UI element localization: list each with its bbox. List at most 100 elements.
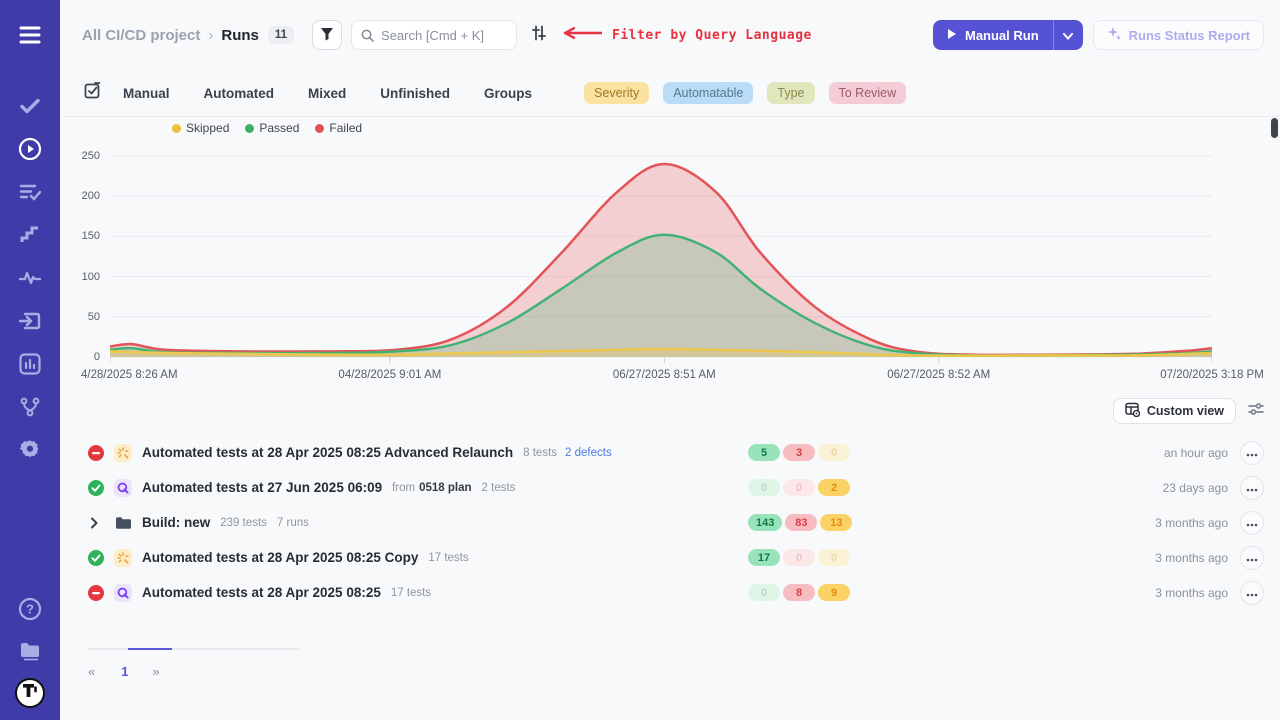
tag-filter-type[interactable]: Type — [767, 82, 815, 104]
run-meta-item: from — [392, 481, 416, 494]
sidebar-item-plans[interactable] — [12, 174, 48, 210]
sidebar-item-shared-steps[interactable] — [12, 217, 48, 253]
workspace-logo[interactable] — [15, 678, 45, 708]
row-menu-button[interactable] — [1240, 475, 1264, 500]
menu-toggle-button[interactable] — [12, 17, 48, 53]
runs-area-chart — [110, 155, 1212, 363]
tab-mixed[interactable]: Mixed — [308, 85, 347, 101]
help-button[interactable]: ? — [12, 591, 48, 627]
annotation: Filter by Query Language — [555, 26, 812, 45]
count-badge-passed: 0 — [748, 584, 780, 601]
manual-run-label: Manual Run — [964, 27, 1039, 43]
filter-button[interactable] — [312, 20, 343, 50]
sidebar-item-milestones[interactable] — [12, 389, 48, 425]
funnel-icon — [320, 27, 334, 44]
defects-link[interactable]: 2 defects — [565, 446, 612, 459]
run-qase-icon — [114, 583, 132, 602]
sidebar-item-runs[interactable] — [12, 131, 48, 167]
table-row[interactable]: Automated tests at 28 Apr 2025 08:25 Adv… — [60, 435, 1280, 470]
manual-run-dropdown-button[interactable] — [1052, 20, 1083, 50]
count-badge-failed: 3 — [783, 444, 815, 461]
run-title[interactable]: Build: new — [142, 515, 211, 530]
row-menu-button[interactable] — [1240, 580, 1264, 605]
run-title[interactable]: Automated tests at 27 Jun 2025 06:09 — [142, 480, 383, 495]
pagination-page-1[interactable]: 1 — [121, 664, 129, 679]
bulk-select-button[interactable] — [84, 82, 101, 104]
row-menu-button[interactable] — [1240, 440, 1264, 465]
tag-filter-automatable[interactable]: Automatable — [663, 82, 754, 104]
count-badge-skipped: 0 — [818, 549, 850, 566]
import-icon — [19, 311, 41, 331]
list-check-icon — [19, 183, 41, 201]
table-row[interactable]: Automated tests at 28 Apr 2025 08:25 Cop… — [60, 540, 1280, 575]
folder-icon — [18, 641, 42, 661]
more-icon — [1246, 515, 1258, 530]
tab-manual[interactable]: Manual — [123, 85, 170, 101]
table-row[interactable]: Automated tests at 27 Jun 2025 06:09 fro… — [60, 470, 1280, 505]
status-failed-icon — [88, 584, 104, 601]
sparkles-icon — [1107, 26, 1122, 44]
tab-groups[interactable]: Groups — [484, 85, 533, 101]
run-result-badges: 17 0 0 — [748, 549, 850, 566]
scrollbar-thumb[interactable] — [1271, 118, 1278, 138]
run-title[interactable]: Automated tests at 28 Apr 2025 08:25 Cop… — [142, 550, 419, 565]
pagination-prev-button[interactable]: « — [88, 664, 96, 679]
more-icon — [1246, 550, 1258, 565]
legend-item-failed[interactable]: Failed — [315, 121, 362, 135]
tag-filter-severity[interactable]: Severity — [584, 82, 650, 104]
sidebar-item-analytics[interactable] — [12, 346, 48, 382]
arrow-left-icon — [555, 26, 603, 45]
legend-item-passed[interactable]: Passed — [245, 121, 299, 135]
tab-unfinished[interactable]: Unfinished — [380, 85, 451, 101]
sidebar-item-imports[interactable] — [12, 303, 48, 339]
sidebar-item-activity[interactable] — [12, 260, 48, 296]
search-input[interactable] — [381, 27, 508, 43]
query-filter-button[interactable] — [531, 25, 547, 46]
x-axis-tick: 06/27/2025 8:52 AM — [887, 369, 991, 381]
status-passed-icon — [88, 479, 104, 496]
table-row[interactable]: Automated tests at 28 Apr 2025 08:25 17 … — [60, 575, 1280, 610]
sidebar-item-tests[interactable] — [12, 88, 48, 124]
help-icon: ? — [18, 597, 42, 621]
run-meta: 17 tests — [428, 552, 468, 564]
more-icon — [1246, 585, 1258, 600]
topbar-actions: Manual Run Runs Status Report — [932, 20, 1264, 50]
sidebar-item-settings[interactable] — [12, 432, 48, 468]
runs-status-report-button[interactable]: Runs Status Report — [1092, 20, 1264, 50]
projects-button[interactable] — [12, 633, 48, 669]
tag-filter-to-review[interactable]: To Review — [828, 82, 907, 104]
column-settings-button[interactable] — [1248, 402, 1264, 421]
branch-icon — [20, 397, 40, 417]
chevron-right-icon — [88, 515, 104, 531]
row-menu-button[interactable] — [1240, 510, 1264, 535]
bulk-select-icon — [84, 82, 101, 104]
run-meta-item: 2 tests — [481, 481, 516, 494]
run-meta: 17 tests — [391, 587, 431, 599]
sidebar: ? — [0, 0, 60, 720]
run-title[interactable]: Automated tests at 28 Apr 2025 08:25 — [142, 585, 381, 600]
x-axis-tick: 06/27/2025 8:51 AM — [612, 369, 716, 381]
run-qase-icon — [114, 478, 132, 497]
custom-view-button[interactable]: Custom view — [1112, 398, 1236, 424]
pagination-track — [88, 648, 300, 650]
manual-run-button[interactable]: Manual Run — [933, 20, 1053, 50]
table-row[interactable]: Build: new 239 tests 7 runs 143 83 13 3 mon… — [60, 505, 1280, 540]
run-timestamp: 23 days ago — [1162, 480, 1228, 495]
legend-item-skipped[interactable]: Skipped — [172, 121, 229, 135]
run-sparkle-icon — [114, 443, 132, 462]
run-meta: 8 tests — [523, 447, 557, 459]
run-timestamp: an hour ago — [1163, 445, 1228, 460]
x-axis-tick: 07/20/2025 3:18 PM — [1160, 369, 1264, 381]
count-badge-skipped: 9 — [818, 584, 850, 601]
tab-automated[interactable]: Automated — [203, 85, 275, 101]
sliders-icon — [1248, 402, 1264, 421]
menu-icon — [19, 26, 41, 44]
breadcrumb-project[interactable]: All CI/CD project — [82, 26, 201, 44]
row-menu-button[interactable] — [1240, 545, 1264, 570]
run-meta-item: 0518 plan — [419, 481, 472, 494]
play-circle-icon — [18, 137, 42, 161]
run-title[interactable]: Automated tests at 28 Apr 2025 08:25 Adv… — [142, 445, 514, 460]
pagination-next-button[interactable]: » — [152, 664, 160, 679]
